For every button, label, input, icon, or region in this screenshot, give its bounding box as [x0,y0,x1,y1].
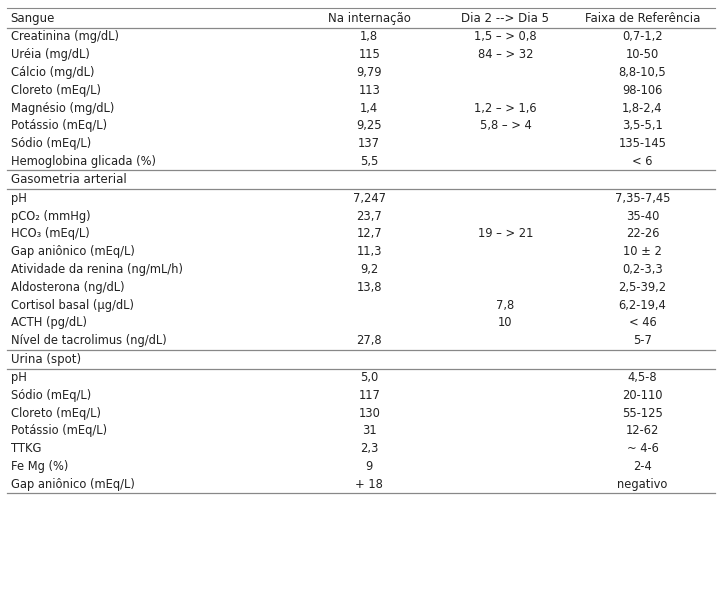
Text: Atividade da renina (ng/mL/h): Atividade da renina (ng/mL/h) [11,263,183,276]
Text: Hemoglobina glicada (%): Hemoglobina glicada (%) [11,155,156,168]
Text: 5,5: 5,5 [360,155,379,168]
Text: 7,35-7,45: 7,35-7,45 [614,192,670,205]
Text: 5-7: 5-7 [633,334,652,347]
Text: 1,8-2,4: 1,8-2,4 [622,101,663,114]
Text: Na internação: Na internação [328,12,411,25]
Text: 55-125: 55-125 [622,406,663,420]
Text: 9,25: 9,25 [356,119,382,132]
Text: 2,5-39,2: 2,5-39,2 [619,281,667,294]
Text: Cortisol basal (µg/dL): Cortisol basal (µg/dL) [11,299,133,312]
Text: 135-145: 135-145 [619,137,667,150]
Text: 10 ± 2: 10 ± 2 [623,245,662,258]
Text: 20-110: 20-110 [622,389,663,402]
Text: Cloreto (mEq/L): Cloreto (mEq/L) [11,84,100,97]
Text: 4,5-8: 4,5-8 [627,371,657,384]
Text: 0,7-1,2: 0,7-1,2 [622,30,663,44]
Text: 23,7: 23,7 [356,210,382,222]
Text: Creatinina (mg/dL): Creatinina (mg/dL) [11,30,118,44]
Text: < 46: < 46 [629,316,656,330]
Text: HCO₃ (mEq/L): HCO₃ (mEq/L) [11,228,90,240]
Text: 13,8: 13,8 [356,281,382,294]
Text: 84 – > 32: 84 – > 32 [478,48,533,61]
Text: 6,2-19,4: 6,2-19,4 [619,299,666,312]
Text: TTKG: TTKG [11,442,41,455]
Text: Aldosterona (ng/dL): Aldosterona (ng/dL) [11,281,124,294]
Text: 9,79: 9,79 [356,66,382,79]
Text: 22-26: 22-26 [626,228,659,240]
Text: Nível de tacrolimus (ng/dL): Nível de tacrolimus (ng/dL) [11,334,166,347]
Text: Uréia (mg/dL): Uréia (mg/dL) [11,48,90,61]
Text: 137: 137 [358,137,380,150]
Text: 0,2-3,3: 0,2-3,3 [622,263,663,276]
Text: 3,5-5,1: 3,5-5,1 [622,119,663,132]
Text: Sangue: Sangue [11,12,55,25]
Text: Gap aniônico (mEq/L): Gap aniônico (mEq/L) [11,478,135,491]
Text: 5,8 – > 4: 5,8 – > 4 [480,119,531,132]
Text: 5,0: 5,0 [360,371,379,384]
Text: 1,8: 1,8 [360,30,379,44]
Text: 27,8: 27,8 [356,334,382,347]
Text: Potássio (mEq/L): Potássio (mEq/L) [11,424,107,437]
Text: 8,8-10,5: 8,8-10,5 [619,66,666,79]
Text: Potássio (mEq/L): Potássio (mEq/L) [11,119,107,132]
Text: pH: pH [11,192,27,205]
Text: 130: 130 [358,406,380,420]
Text: Fe Mg (%): Fe Mg (%) [11,460,68,473]
Text: 117: 117 [358,389,380,402]
Text: 35-40: 35-40 [626,210,659,222]
Text: 113: 113 [358,84,380,97]
Text: 2,3: 2,3 [360,442,379,455]
Text: pH: pH [11,371,27,384]
Text: < 6: < 6 [632,155,652,168]
Text: Gap aniônico (mEq/L): Gap aniônico (mEq/L) [11,245,135,258]
Text: ~ 4-6: ~ 4-6 [627,442,658,455]
Text: Sódio (mEq/L): Sódio (mEq/L) [11,137,91,150]
Text: 12,7: 12,7 [356,228,382,240]
Text: pCO₂ (mmHg): pCO₂ (mmHg) [11,210,90,222]
Text: 10: 10 [498,316,513,330]
Text: 9: 9 [366,460,373,473]
Text: Urina (spot): Urina (spot) [11,353,81,365]
Text: Cálcio (mg/dL): Cálcio (mg/dL) [11,66,94,79]
Text: 1,5 – > 0,8: 1,5 – > 0,8 [474,30,537,44]
Text: Magnésio (mg/dL): Magnésio (mg/dL) [11,101,114,114]
Text: Sódio (mEq/L): Sódio (mEq/L) [11,389,91,402]
Text: Cloreto (mEq/L): Cloreto (mEq/L) [11,406,100,420]
Text: 31: 31 [362,424,376,437]
Text: 9,2: 9,2 [360,263,379,276]
Text: 11,3: 11,3 [356,245,382,258]
Text: Gasometria arterial: Gasometria arterial [11,173,126,187]
Text: ACTH (pg/dL): ACTH (pg/dL) [11,316,87,330]
Text: Faixa de Referência: Faixa de Referência [585,12,701,25]
Text: 1,4: 1,4 [360,101,379,114]
Text: 2-4: 2-4 [633,460,652,473]
Text: 115: 115 [358,48,380,61]
Text: 7,247: 7,247 [353,192,386,205]
Text: Dia 2 --> Dia 5: Dia 2 --> Dia 5 [462,12,549,25]
Text: negativo: negativo [617,478,668,491]
Text: + 18: + 18 [356,478,383,491]
Text: 98-106: 98-106 [622,84,663,97]
Text: 12-62: 12-62 [626,424,659,437]
Text: 19 – > 21: 19 – > 21 [478,228,533,240]
Text: 10-50: 10-50 [626,48,659,61]
Text: 1,2 – > 1,6: 1,2 – > 1,6 [474,101,537,114]
Text: 7,8: 7,8 [496,299,515,312]
